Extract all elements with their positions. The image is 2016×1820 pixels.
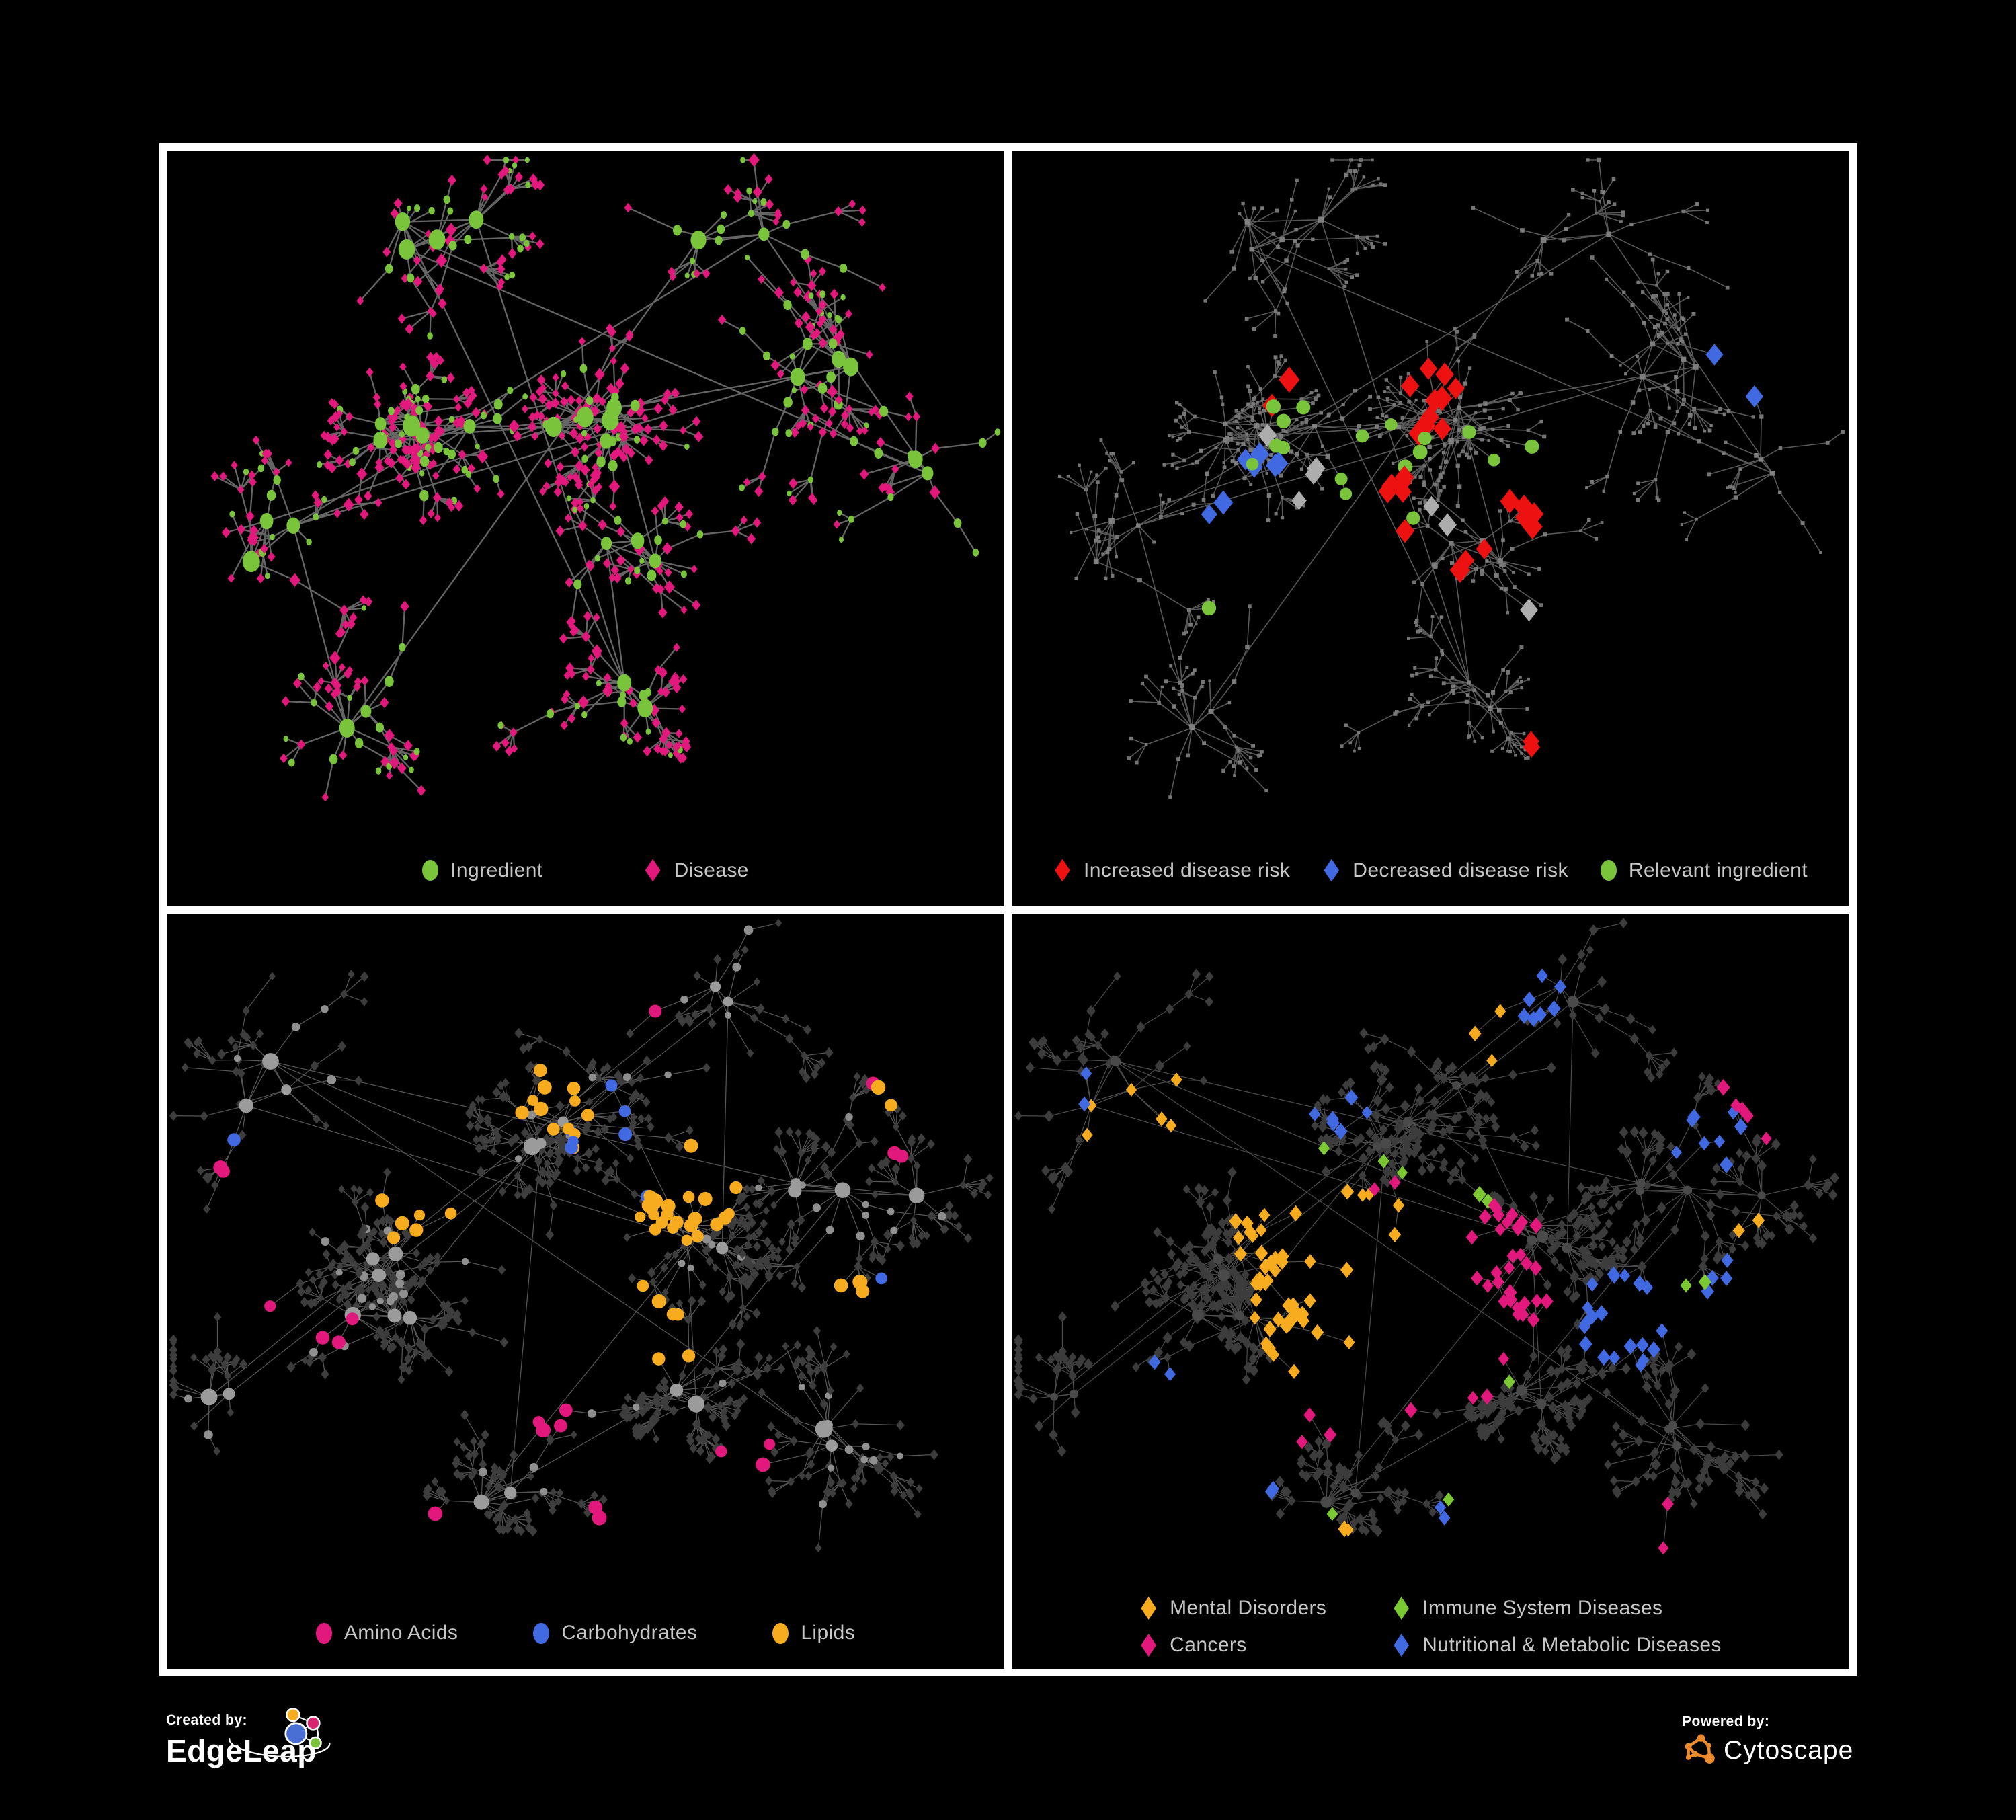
amino-acids-marker-icon	[315, 1622, 332, 1644]
macronutrients-network	[169, 918, 994, 1552]
legend-label: Lipids	[801, 1622, 856, 1644]
legend-label: Increased disease risk	[1084, 859, 1291, 881]
edgeleap-logo-icon	[229, 1707, 331, 1758]
powered-by-label: Powered by:	[1682, 1714, 1770, 1729]
immune-system-diseases-marker-icon	[1394, 1597, 1410, 1620]
legend-item: Amino Acids	[315, 1622, 458, 1645]
disease-marker-icon	[645, 859, 661, 882]
legend-item: Relevant ingredient	[1600, 859, 1808, 882]
legend-label: Carbohydrates	[561, 1622, 698, 1644]
panel-disease-categories: Mental Disorders Immune System Diseases …	[1012, 913, 1849, 1669]
legend-label: Nutritional & Metabolic Diseases	[1422, 1634, 1722, 1656]
increased-risk-marker-icon	[1055, 859, 1070, 882]
legend-item: Lipids	[772, 1622, 855, 1645]
legend-item: Nutritional & Metabolic Diseases	[1392, 1634, 1722, 1657]
legend-item: Ingredient	[422, 859, 542, 882]
legend-label: Decreased disease risk	[1353, 859, 1568, 881]
disease-categories-network	[1013, 917, 1839, 1555]
legend-label: Immune System Diseases	[1422, 1597, 1663, 1619]
mental-disorders-marker-icon	[1141, 1597, 1157, 1620]
legend-item: Carbohydrates	[533, 1622, 697, 1645]
legend-label: Cancers	[1170, 1634, 1247, 1656]
legend-label: Disease	[674, 859, 749, 881]
legend-label: Ingredient	[450, 859, 543, 881]
disease-categories-legend: Mental Disorders Immune System Diseases …	[1012, 1597, 1849, 1657]
ingredient-disease-network	[210, 153, 1001, 802]
nutritional-metabolic-marker-icon	[1394, 1634, 1410, 1657]
legend-label: Relevant ingredient	[1628, 859, 1808, 881]
legend-item: Mental Disorders	[1139, 1597, 1392, 1620]
cytoscape-logo-icon	[1685, 1734, 1715, 1764]
panel-ingredient-disease: Ingredient Disease	[167, 151, 1004, 906]
cytoscape-brand-row: Cytoscape	[1682, 1731, 1853, 1770]
legend-item: Immune System Diseases	[1392, 1597, 1722, 1620]
disease-risk-legend: Increased disease risk Decreased disease…	[1012, 859, 1849, 882]
legend-label: Amino Acids	[344, 1622, 458, 1644]
legend-item: Increased disease risk	[1053, 859, 1290, 882]
carbohydrates-marker-icon	[533, 1622, 550, 1644]
relevant-ingredient-marker-icon	[1600, 860, 1617, 881]
ingredient-disease-legend: Ingredient Disease	[167, 859, 1004, 882]
created-by-block: Created by: EdgeLeap	[166, 1707, 542, 1813]
ingredient-marker-icon	[422, 860, 439, 881]
powered-by-block: Powered by: Cytoscape	[1682, 1714, 1964, 1808]
created-by-label: Created by:	[166, 1712, 248, 1728]
legend-item: Disease	[644, 859, 749, 882]
lipids-marker-icon	[772, 1622, 789, 1644]
panel-disease-risk: Increased disease risk Decreased disease…	[1012, 151, 1849, 906]
disease-risk-network	[1057, 157, 1845, 799]
decreased-risk-marker-icon	[1324, 859, 1340, 882]
cancers-marker-icon	[1141, 1634, 1157, 1657]
panel-grid: Ingredient Disease Increased disease ris…	[159, 143, 1857, 1676]
legend-label: Mental Disorders	[1170, 1597, 1327, 1619]
legend-item: Cancers	[1139, 1634, 1392, 1657]
panel-macronutrients: Amino Acids Carbohydrates Lipids	[167, 913, 1004, 1669]
cytoscape-wordmark: Cytoscape	[1724, 1736, 1854, 1765]
legend-item: Decreased disease risk	[1322, 859, 1568, 882]
macronutrients-legend: Amino Acids Carbohydrates Lipids	[167, 1622, 1004, 1645]
